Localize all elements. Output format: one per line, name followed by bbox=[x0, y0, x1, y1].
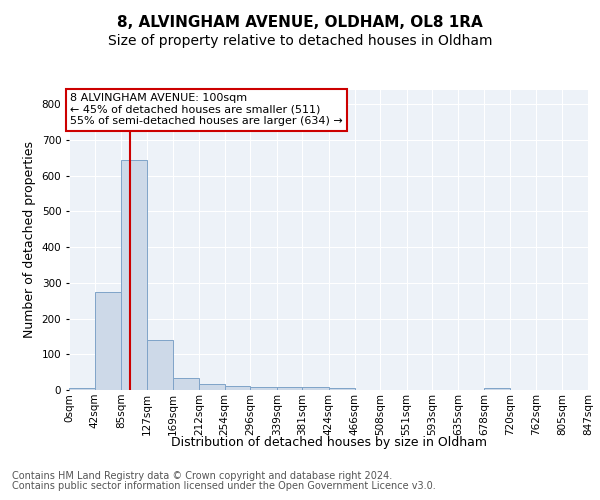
Bar bbox=[250, 387, 277, 390]
Text: Distribution of detached houses by size in Oldham: Distribution of detached houses by size … bbox=[171, 436, 487, 449]
Bar bbox=[277, 387, 302, 390]
Bar bbox=[147, 340, 173, 390]
Bar bbox=[69, 388, 95, 390]
Bar bbox=[121, 160, 147, 390]
Bar bbox=[173, 378, 199, 390]
Text: Contains public sector information licensed under the Open Government Licence v3: Contains public sector information licen… bbox=[12, 481, 436, 491]
Text: 8, ALVINGHAM AVENUE, OLDHAM, OL8 1RA: 8, ALVINGHAM AVENUE, OLDHAM, OL8 1RA bbox=[117, 15, 483, 30]
Text: Contains HM Land Registry data © Crown copyright and database right 2024.: Contains HM Land Registry data © Crown c… bbox=[12, 471, 392, 481]
Bar bbox=[95, 292, 121, 390]
Bar bbox=[199, 384, 224, 390]
Y-axis label: Number of detached properties: Number of detached properties bbox=[23, 142, 36, 338]
Bar bbox=[302, 387, 329, 390]
Text: Size of property relative to detached houses in Oldham: Size of property relative to detached ho… bbox=[108, 34, 492, 48]
Text: 8 ALVINGHAM AVENUE: 100sqm
← 45% of detached houses are smaller (511)
55% of sem: 8 ALVINGHAM AVENUE: 100sqm ← 45% of deta… bbox=[70, 93, 343, 126]
Bar bbox=[224, 386, 250, 390]
Bar bbox=[484, 388, 510, 390]
Bar bbox=[329, 388, 355, 390]
